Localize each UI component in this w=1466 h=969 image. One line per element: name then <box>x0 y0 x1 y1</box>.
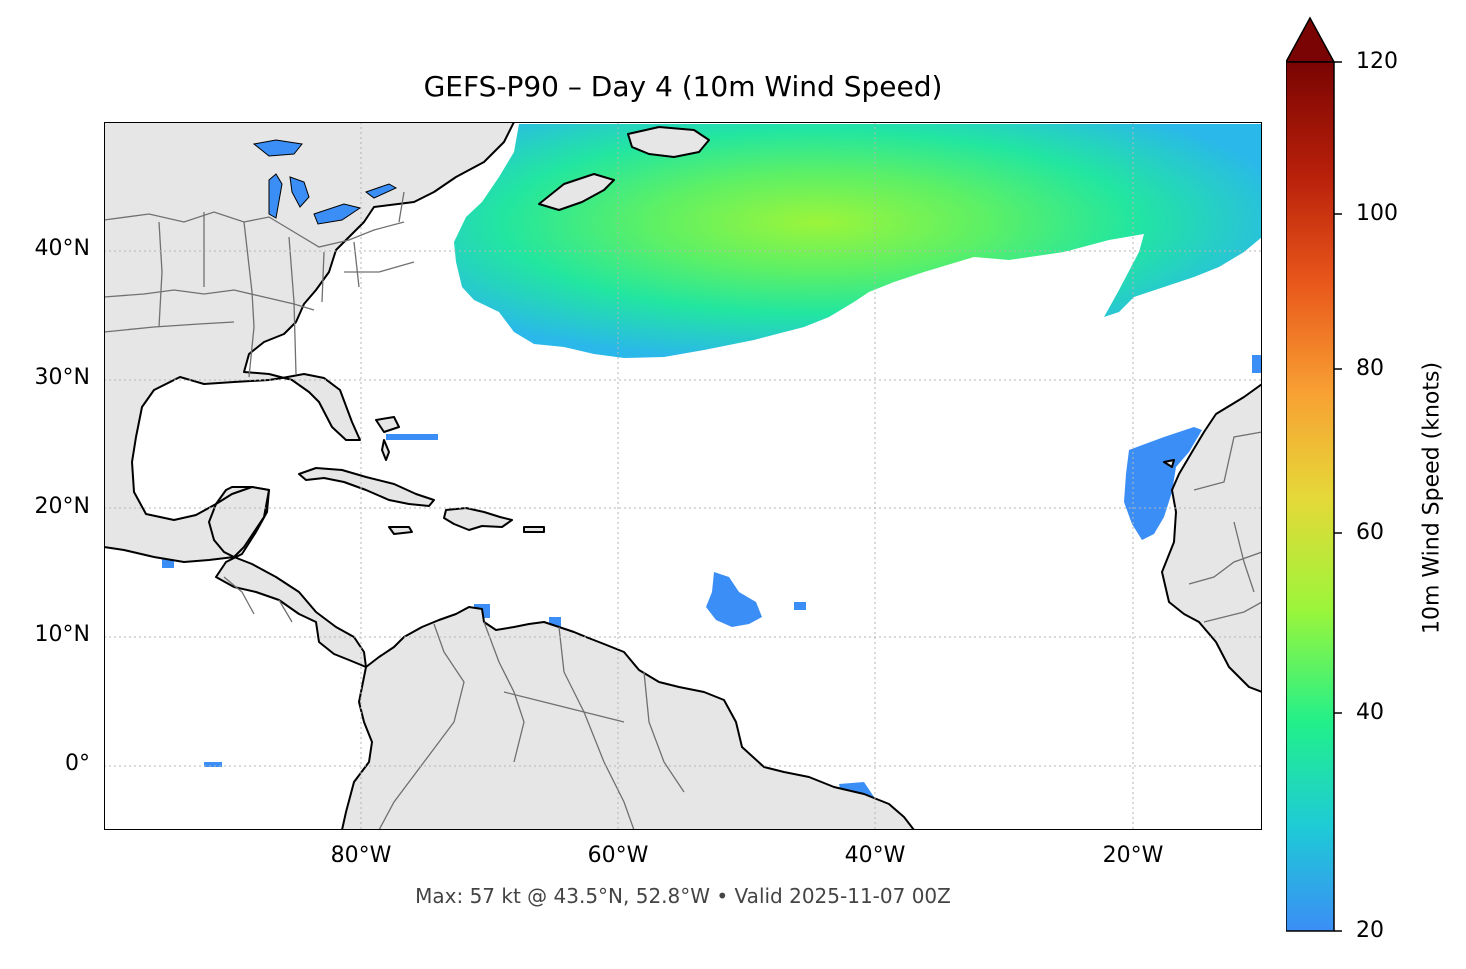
lon-tick-label: 40°W <box>844 843 906 868</box>
borders <box>104 191 1262 830</box>
colorbar-tick-label: 60 <box>1356 520 1384 545</box>
colorbar-extend-arrow <box>1286 16 1336 63</box>
colorbar-tick-marks <box>1334 61 1342 932</box>
graticule <box>104 122 1262 830</box>
lon-tick-label: 80°W <box>330 843 392 868</box>
colorbar <box>1286 16 1342 932</box>
lon-tick-label: 20°W <box>1102 843 1164 868</box>
lat-tick-label: 20°N <box>34 494 90 519</box>
colorbar-tick-label: 120 <box>1356 49 1398 74</box>
colorbar-tick-label: 40 <box>1356 700 1384 725</box>
colorbar-tick-label: 100 <box>1356 201 1398 226</box>
wind-speed-map <box>104 122 1262 830</box>
lon-tick-label: 60°W <box>587 843 649 868</box>
lat-tick-label: 30°N <box>34 365 90 390</box>
lat-tick-label: 40°N <box>34 236 90 261</box>
colorbar-label: 10m Wind Speed (knots) <box>1419 361 1445 635</box>
great-lakes <box>252 139 398 225</box>
colorbar-tick-label: 20 <box>1356 918 1384 943</box>
colorbar-tick-label: 80 <box>1356 356 1384 381</box>
map-footer: Max: 57 kt @ 43.5°N, 52.8°W • Valid 2025… <box>415 884 951 908</box>
lat-tick-label: 0° <box>65 751 90 776</box>
land <box>104 122 1262 830</box>
lat-tick-label: 10°N <box>34 622 90 647</box>
map-title: GEFS-P90 – Day 4 (10m Wind Speed) <box>423 70 943 103</box>
colorbar-gradient <box>1286 61 1335 932</box>
